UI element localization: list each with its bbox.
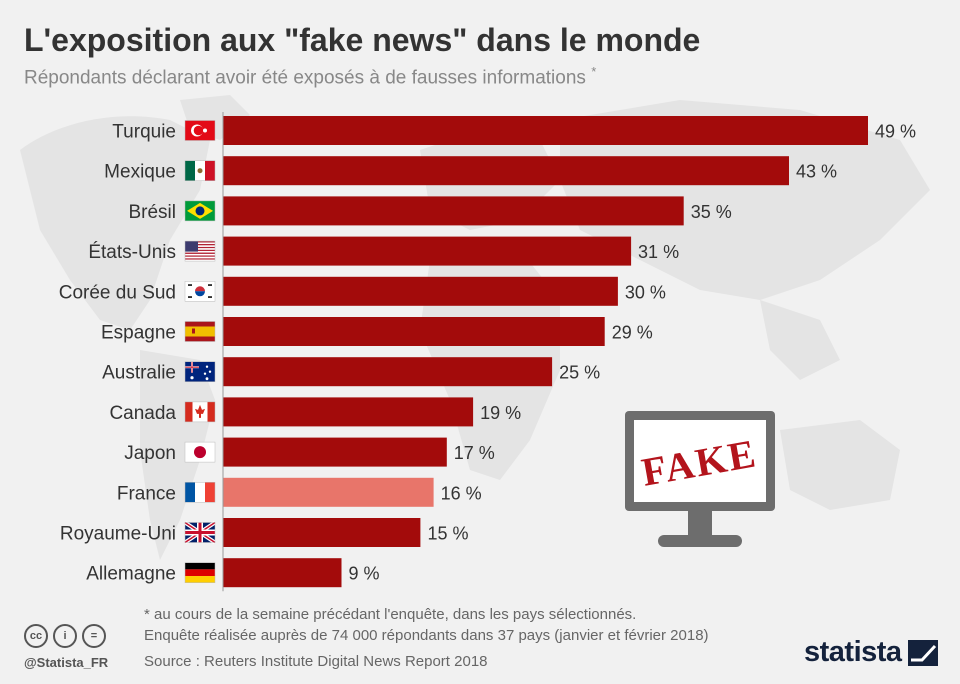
bar-3 <box>223 236 632 266</box>
category-label: Brésil <box>128 202 176 223</box>
value-label: 30 % <box>625 282 666 302</box>
australia-flag-icon <box>184 361 216 382</box>
bar-5 <box>223 317 605 346</box>
subtitle-footnote-mark: * <box>591 64 597 79</box>
bar-7 <box>223 397 474 427</box>
attribution-icon[interactable]: i <box>53 624 77 648</box>
bar-2 <box>223 196 684 226</box>
map-north-america <box>20 116 210 330</box>
bar-4 <box>223 276 618 306</box>
category-label: Allemagne <box>86 564 176 585</box>
category-label: Royaume-Uni <box>60 524 176 545</box>
value-label: 15 % <box>427 524 468 544</box>
category-label: Mexique <box>104 162 176 183</box>
no-derivatives-icon[interactable]: = <box>82 624 106 648</box>
brazil-flag-icon <box>184 200 216 222</box>
footnote: * au cours de la semaine précédant l'enq… <box>144 606 637 623</box>
chart-title: L'exposition aux "fake news" dans le mon… <box>24 22 701 58</box>
value-label: 19 % <box>480 403 521 423</box>
map-southeast-asia <box>760 300 840 380</box>
south-korea-flag-icon <box>184 281 216 302</box>
category-label: États-Unis <box>88 242 176 263</box>
canada-flag-icon <box>184 401 216 423</box>
mexico-flag-icon <box>184 160 216 181</box>
license-icons: cc i = <box>24 624 106 648</box>
category-label: Turquie <box>112 122 176 143</box>
cc-icon[interactable]: cc <box>24 624 48 648</box>
bar-1 <box>223 156 789 186</box>
value-label: 29 % <box>612 323 653 343</box>
category-label: France <box>117 483 176 504</box>
category-label: Espagne <box>101 323 176 344</box>
category-label: Australie <box>102 363 176 384</box>
turkey-flag-icon <box>184 120 216 141</box>
value-label: 35 % <box>691 202 732 222</box>
value-label: 31 % <box>638 242 679 262</box>
bar-0 <box>223 116 868 145</box>
survey-note: Enquête réalisée auprès de 74 000 répond… <box>144 627 709 644</box>
statista-handle[interactable]: @Statista_FR <box>24 655 109 670</box>
germany-flag-icon <box>184 562 216 583</box>
statista-logo-text: statista <box>804 636 902 668</box>
japan-flag-icon <box>184 441 216 463</box>
fake-monitor-illustration: FAKE <box>625 411 775 547</box>
source-note: Source : Reuters Institute Digital News … <box>144 653 488 670</box>
chart-subtitle: Répondants déclarant avoir été exposés à… <box>24 64 596 89</box>
france-flag-icon <box>184 482 216 503</box>
bar-11 <box>223 558 342 588</box>
map-australia <box>780 420 900 510</box>
monitor-base <box>658 535 742 547</box>
category-label: Corée du Sud <box>59 282 176 303</box>
bar-8 <box>223 437 447 467</box>
value-label: 9 % <box>348 564 379 584</box>
subtitle-text: Répondants déclarant avoir été exposés à… <box>24 67 586 89</box>
bar-6 <box>223 357 553 387</box>
usa-flag-icon <box>184 240 216 262</box>
monitor-screen <box>634 420 766 502</box>
monitor-neck <box>688 511 712 535</box>
value-label: 17 % <box>454 443 495 463</box>
statista-logo[interactable]: statista <box>804 636 938 669</box>
statista-logo-mark-icon <box>907 639 938 666</box>
value-label: 49 % <box>875 122 916 142</box>
uk-flag-icon <box>183 520 217 545</box>
bar-9 <box>223 477 434 507</box>
bar-10 <box>223 518 421 547</box>
value-label: 16 % <box>441 483 482 503</box>
value-label: 43 % <box>796 162 837 182</box>
map-asia <box>560 100 930 300</box>
category-label: Canada <box>109 403 176 424</box>
category-label: Japon <box>124 443 176 464</box>
spain-flag-icon <box>184 321 216 342</box>
value-label: 25 % <box>559 363 600 383</box>
